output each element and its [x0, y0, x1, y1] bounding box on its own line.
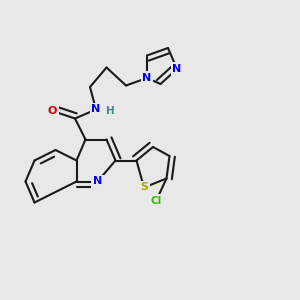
- Text: O: O: [48, 106, 57, 116]
- Text: N: N: [93, 176, 102, 187]
- Text: Cl: Cl: [150, 196, 162, 206]
- Text: H: H: [106, 106, 115, 116]
- Text: N: N: [92, 104, 100, 115]
- Text: N: N: [142, 73, 152, 83]
- Text: S: S: [140, 182, 148, 193]
- Text: N: N: [172, 64, 182, 74]
